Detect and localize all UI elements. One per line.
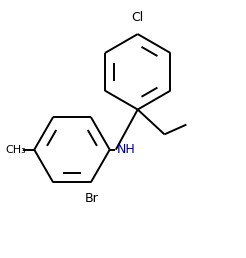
Text: NH: NH xyxy=(117,143,136,156)
Text: CH₃: CH₃ xyxy=(5,145,26,155)
Text: Br: Br xyxy=(85,192,99,205)
Text: Cl: Cl xyxy=(132,11,144,24)
